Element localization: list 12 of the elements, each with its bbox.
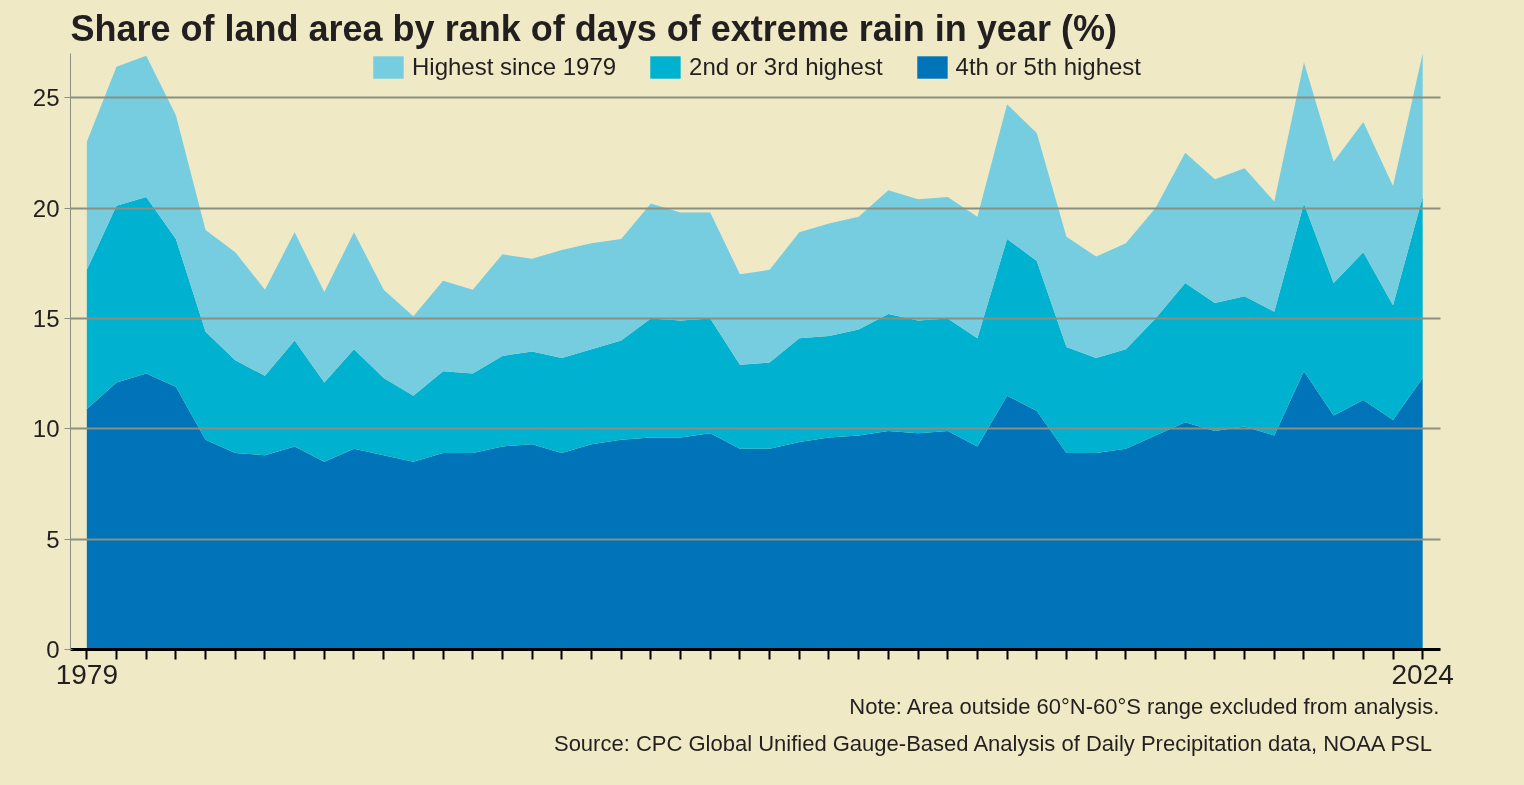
y-tick-label: 10 [32, 415, 60, 443]
chart-title: Share of land area by rank of days of extreme rain in year (%) [70, 7, 1117, 49]
legend-label: 4th or 5th highest [955, 53, 1142, 81]
x-tick-label: 2024 [1391, 658, 1454, 690]
y-tick-label: 5 [46, 525, 60, 553]
source-note: Source: CPC Global Unified Gauge-Based Analysis of Daily Precipitation data, NOAA PSL [553, 730, 1432, 756]
y-tick-label: 20 [32, 194, 60, 222]
y-tick-label: 25 [32, 84, 60, 112]
text: Note: Area outside 60°N-60°S range excluded from analysis. [849, 693, 1440, 719]
y-tick-label: 15 [32, 304, 60, 332]
legend-label: 2nd or 3rd highest [689, 53, 883, 81]
legend-label: Highest since 1979 [411, 53, 617, 81]
